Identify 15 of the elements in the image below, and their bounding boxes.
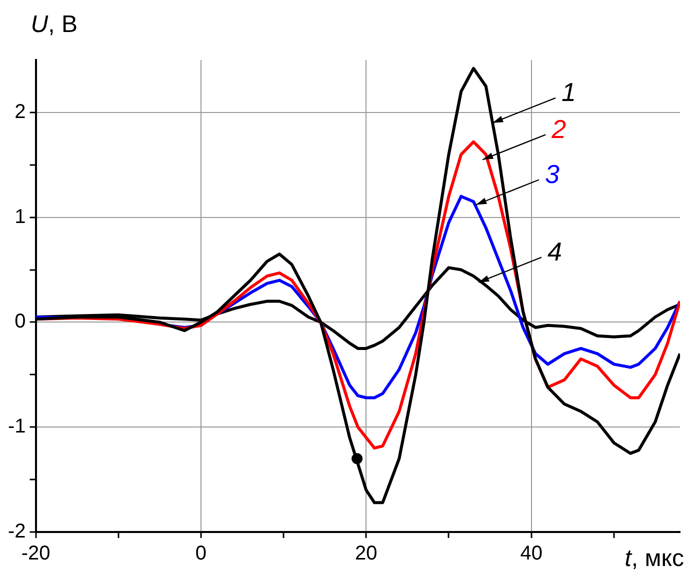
y-tick-label: -2 [8,520,26,543]
x-tick-label: -20 [21,542,50,565]
annotation: 4 [547,236,562,267]
annotation: 2 [550,114,567,144]
x-tick-label: 40 [520,542,542,565]
annotation: 1 [562,77,576,108]
annotation: 3 [545,158,560,189]
x-tick-label: 20 [355,542,378,565]
x-tick-label: 0 [195,542,207,565]
y-tick-label: 0 [14,310,26,333]
y-tick-label: -1 [8,416,26,438]
x-axis-title: t, мкс [624,545,684,572]
y-axis-title: U, В [30,11,78,38]
y-tick-label: 2 [14,100,26,123]
y-tick-label: 1 [14,206,26,228]
